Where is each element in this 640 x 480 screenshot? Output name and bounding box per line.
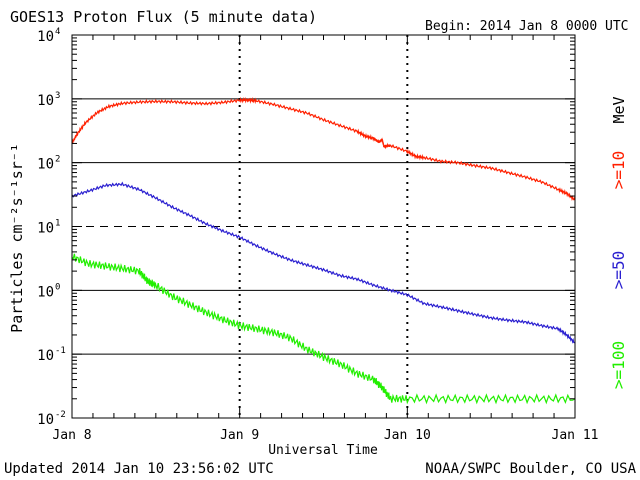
x-tick-label: Jan 11 [552, 428, 599, 443]
y-tick-label: 10 2 [37, 155, 60, 173]
y-tick-exponent: 0 [55, 282, 60, 292]
x-tick-label: Jan 9 [220, 428, 259, 443]
footer-updated: Updated 2014 Jan 10 23:56:02 UTC [4, 461, 274, 477]
y-tick-label: 10 3 [37, 91, 60, 109]
series-lines [71, 96, 576, 405]
y-tick-label: 10 0 [37, 282, 60, 300]
legend: >=10 >=50 >=100 MeV [609, 96, 628, 389]
legend-entry: >=50 [609, 251, 628, 290]
y-tick-exponent: 3 [55, 91, 60, 101]
y-tick-base: 10 [37, 284, 54, 300]
y-tick-base: 10 [37, 412, 54, 428]
y-tick-base: 10 [37, 348, 54, 364]
y-tick-exponent: -1 [55, 346, 66, 356]
y-tick-base: 10 [37, 29, 54, 45]
series-line [71, 96, 576, 202]
y-tick-label: 10 -1 [37, 346, 66, 364]
y-tick-exponent: 1 [55, 219, 60, 229]
legend-unit: MeV [610, 96, 628, 123]
y-tick-base: 10 [37, 93, 54, 109]
legend-entry: >=100 [609, 341, 628, 389]
begin-label: Begin: 2014 Jan 8 0000 UTC [425, 19, 629, 34]
axis-ticks [71, 34, 576, 419]
x-axis-title: Universal Time [268, 443, 378, 458]
legend-entry: >=10 [609, 151, 628, 190]
x-tick-label: Jan 8 [52, 428, 91, 443]
y-tick-exponent: 2 [55, 155, 60, 165]
chart-title: GOES13 Proton Flux (5 minute data) [10, 8, 317, 26]
grid-lines [72, 35, 575, 418]
x-tick-labels: Jan 8 Jan 9 Jan 10 Jan 11 [52, 428, 598, 443]
y-axis-title: Particles cm⁻²s⁻¹sr⁻¹ [8, 143, 26, 333]
y-tick-label: 10 -2 [37, 410, 66, 428]
series-line [71, 253, 576, 405]
x-tick-label: Jan 10 [384, 428, 431, 443]
series-line [71, 181, 576, 344]
y-tick-exponent: -2 [55, 410, 66, 420]
footer-source: NOAA/SWPC Boulder, CO USA [425, 461, 636, 477]
y-tick-exponent: 4 [55, 27, 60, 37]
y-tick-label: 10 4 [37, 27, 60, 45]
y-tick-base: 10 [37, 221, 54, 237]
y-tick-label: 10 1 [37, 219, 60, 237]
y-tick-base: 10 [37, 157, 54, 173]
